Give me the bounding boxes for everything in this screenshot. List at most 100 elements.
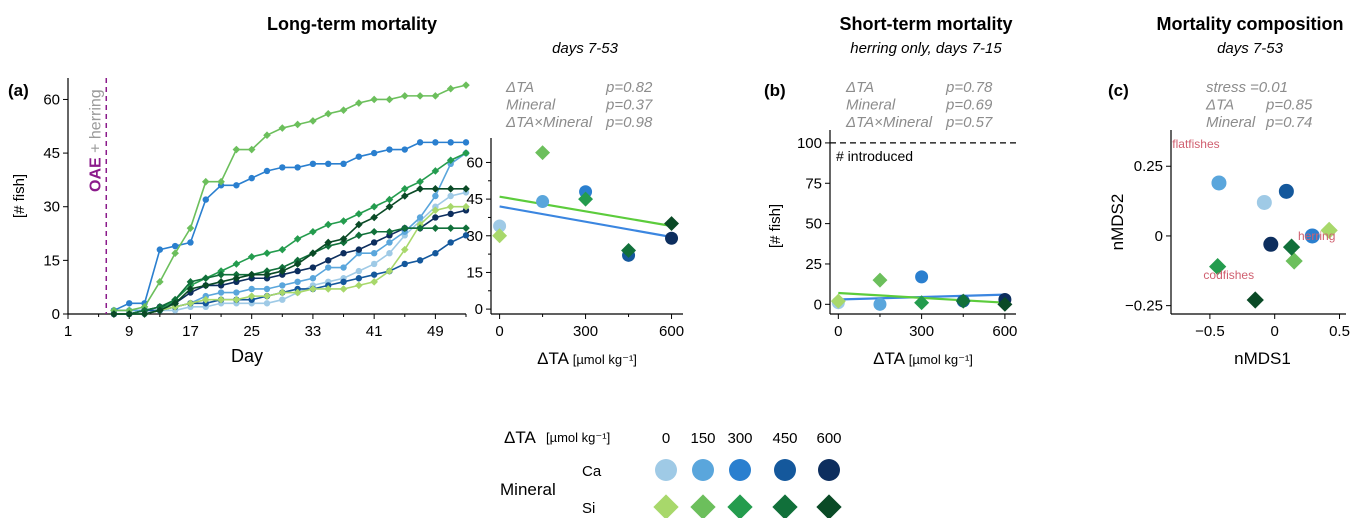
series-line — [113, 152, 467, 312]
plot-scatter-short-term: 0 25 50 75 100 0 300 600 # introduced [# fish] ΔTA… — [767, 130, 1017, 368]
stats-value: p=0.69 — [945, 97, 993, 114]
nmds-ytick-label: 0.25 — [1134, 158, 1163, 175]
series-point — [293, 120, 302, 129]
series-point — [447, 139, 454, 146]
stats-value: p=0.85 — [1265, 97, 1313, 114]
panel-label-b: (b) — [764, 81, 786, 100]
series-point — [355, 246, 363, 253]
timeseries-ytick-label: 15 — [43, 252, 60, 269]
series-point — [279, 296, 286, 303]
series-point — [370, 250, 378, 257]
scatter-b-ytick-label: 75 — [805, 175, 822, 192]
series-point — [186, 299, 195, 308]
point-ca-4 — [1263, 236, 1279, 252]
series-point — [217, 270, 225, 279]
series-point — [278, 124, 287, 132]
panel-label-a: (a) — [8, 81, 29, 100]
series-point — [355, 275, 363, 282]
series-point — [431, 167, 440, 175]
stats-value: p=0.74 — [1265, 114, 1312, 131]
legend-swatch-si-0 — [653, 494, 679, 518]
point-ca-600 — [665, 231, 679, 245]
series-point — [340, 264, 347, 271]
timeseries-xtick-label: 25 — [243, 323, 260, 340]
series-point — [386, 146, 393, 153]
subtitle-long-term: days 7-53 — [552, 40, 619, 57]
series-point — [263, 270, 271, 279]
series-point — [309, 264, 317, 271]
point-ca-150 — [873, 297, 887, 311]
series-point — [309, 227, 317, 236]
timeseries-xtick-label: 49 — [427, 323, 444, 340]
series-si-0 — [110, 202, 470, 318]
series-point — [431, 206, 440, 215]
stats-term: ΔTA — [1205, 97, 1234, 114]
subtitle-short-term: herring only, days 7-15 — [850, 40, 1002, 57]
legend-swatch-ca-600 — [818, 459, 840, 481]
legend-swatch-ca-150 — [692, 459, 714, 481]
stats-term: Mineral — [846, 97, 896, 114]
series-point — [416, 92, 424, 100]
series-point — [431, 224, 440, 232]
stats-term: ΔTA — [505, 79, 534, 96]
series-point — [400, 245, 409, 254]
series-point — [126, 300, 133, 307]
series-point — [263, 292, 271, 300]
series-point — [309, 117, 317, 125]
scatter-a-ytick-label: 30 — [466, 228, 483, 245]
stats-term: ΔTA×Mineral — [505, 114, 593, 131]
series-point — [201, 274, 210, 283]
series-point — [247, 270, 256, 279]
stats-value: p=0.57 — [945, 114, 993, 131]
point-ca-3 — [1278, 183, 1294, 199]
series-point — [447, 210, 454, 218]
series-point — [401, 146, 408, 153]
series-point — [447, 192, 454, 200]
point-si-150 — [535, 145, 551, 161]
series-point — [325, 160, 332, 168]
series-point — [400, 192, 409, 200]
series-point — [462, 202, 470, 211]
series-point — [232, 274, 241, 283]
series-point — [416, 177, 424, 186]
series-point — [263, 131, 271, 140]
series-line — [113, 152, 467, 315]
series-point — [462, 224, 470, 232]
timeseries-ytick-label: 60 — [43, 91, 60, 108]
series-point — [370, 213, 378, 222]
series-point — [416, 185, 424, 193]
series-point — [232, 260, 241, 268]
series-point — [186, 278, 195, 286]
point-ca-150 — [536, 195, 550, 209]
series-point — [293, 235, 302, 243]
nmds-xtick-label: −0.5 — [1195, 323, 1225, 340]
scatter-b-xlabel: ΔTA [µmol kg⁻¹] — [873, 349, 973, 368]
series-point — [171, 249, 179, 258]
series-point — [186, 285, 195, 293]
series-point — [385, 95, 394, 104]
series-point — [446, 224, 455, 232]
legend-delta-label: ΔTA — [504, 428, 536, 447]
series-point — [355, 99, 363, 107]
series-point — [385, 227, 394, 236]
series-point — [294, 278, 301, 286]
series-point — [339, 235, 348, 243]
stats-term: Mineral — [1206, 114, 1256, 131]
legend-row-si: Si — [582, 500, 595, 517]
scatter-b-ytick-label: 100 — [797, 135, 822, 152]
point-si-300 — [914, 295, 930, 311]
series-point — [263, 300, 271, 307]
series-line — [113, 188, 466, 315]
series-point — [340, 160, 347, 168]
series-point — [279, 282, 286, 289]
title-short-term: Short-term mortality — [839, 14, 1012, 34]
nmds-xtick-label: 0.5 — [1329, 323, 1350, 340]
series-point — [325, 257, 332, 264]
subtitle-composition: days 7-53 — [1217, 40, 1284, 57]
legend: ΔTA [µmol kg⁻¹] Mineral Ca Si 0 150 300 450… — [500, 428, 842, 518]
series-point — [339, 217, 348, 225]
series-point — [171, 242, 179, 250]
series-point — [156, 246, 164, 253]
scatter-a-ytick-label: 60 — [466, 154, 483, 171]
point-ca-0 — [493, 219, 507, 233]
